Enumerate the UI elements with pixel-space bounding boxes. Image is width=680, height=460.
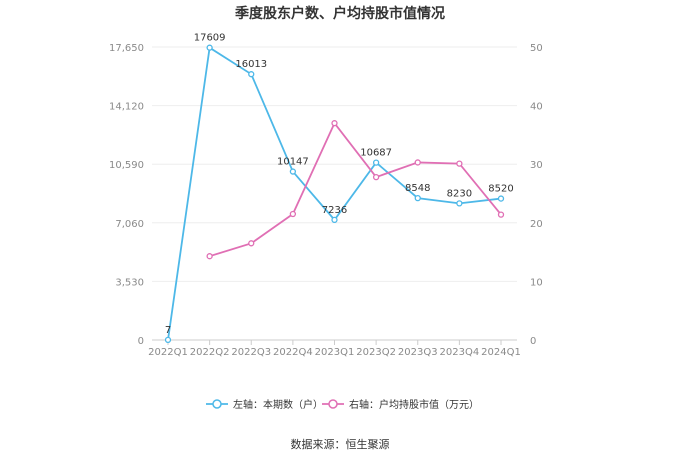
data-label: 8520 (488, 184, 513, 195)
series-line-avg-value (209, 121, 502, 258)
holders-point (289, 168, 297, 175)
avg-value-point (456, 160, 463, 167)
x-tick-label: 2023Q1 (315, 347, 355, 358)
y-left-tick-label: 7,060 (115, 219, 144, 230)
data-label: 10687 (360, 148, 392, 159)
holders-point (206, 44, 213, 51)
avg-value-point (206, 253, 213, 260)
holders-point (372, 159, 380, 166)
legend-swatch-marker (212, 399, 222, 409)
holders-point (497, 195, 505, 202)
holders-point (248, 71, 255, 78)
holders-point (164, 336, 172, 344)
holders-point (414, 194, 421, 202)
avg-value-point (289, 210, 297, 218)
data-label: 16013 (235, 59, 267, 70)
y-left-tick-label: 14,120 (109, 102, 144, 113)
y-right-tick-label: 40 (530, 102, 543, 113)
x-tick-label: 2022Q4 (273, 347, 313, 358)
data-label: 8548 (405, 183, 430, 194)
chart-title: 季度股东户数、户均持股市值情况 (235, 6, 445, 22)
data-label: 10147 (277, 157, 309, 168)
avg-value-point (372, 173, 380, 181)
holders-point (456, 200, 463, 207)
y-right-tick-label: 0 (530, 336, 536, 347)
data-label: 7236 (322, 205, 347, 216)
legend-label: 右轴：户均持股市值（万元） (349, 398, 479, 411)
y-right-tick-label: 30 (530, 160, 543, 171)
data-label: 8230 (447, 188, 472, 199)
data-source: 数据来源：恒生聚源 (290, 438, 390, 451)
x-tick-label: 2023Q3 (398, 347, 438, 358)
avg-value-point (497, 211, 505, 218)
avg-value-point (414, 159, 421, 166)
x-tick-label: 2023Q2 (356, 347, 396, 358)
x-tick-label: 2022Q1 (148, 347, 188, 358)
x-tick-label: 2023Q4 (440, 347, 480, 358)
y-left-tick-label: 0 (138, 336, 144, 347)
x-tick-label: 2024Q1 (481, 347, 521, 358)
y-right-tick-label: 10 (530, 277, 543, 288)
x-tick-label: 2022Q3 (231, 347, 271, 358)
y-left-tick-label: 17,650 (109, 43, 144, 54)
legend-label: 左轴：本期数（户） (233, 398, 323, 411)
y-left-tick-label: 10,590 (109, 160, 144, 171)
data-label: 7 (165, 325, 171, 336)
y-left-tick-label: 3,530 (115, 277, 144, 288)
holders-point (331, 216, 338, 224)
x-tick-label: 2022Q2 (190, 347, 230, 358)
avg-value-point (248, 240, 255, 247)
legend-swatch-marker (328, 399, 338, 409)
data-label: 17609 (194, 33, 226, 44)
avg-value-point (331, 120, 338, 127)
y-right-tick-label: 20 (530, 219, 543, 230)
y-right-tick-label: 50 (530, 43, 543, 54)
